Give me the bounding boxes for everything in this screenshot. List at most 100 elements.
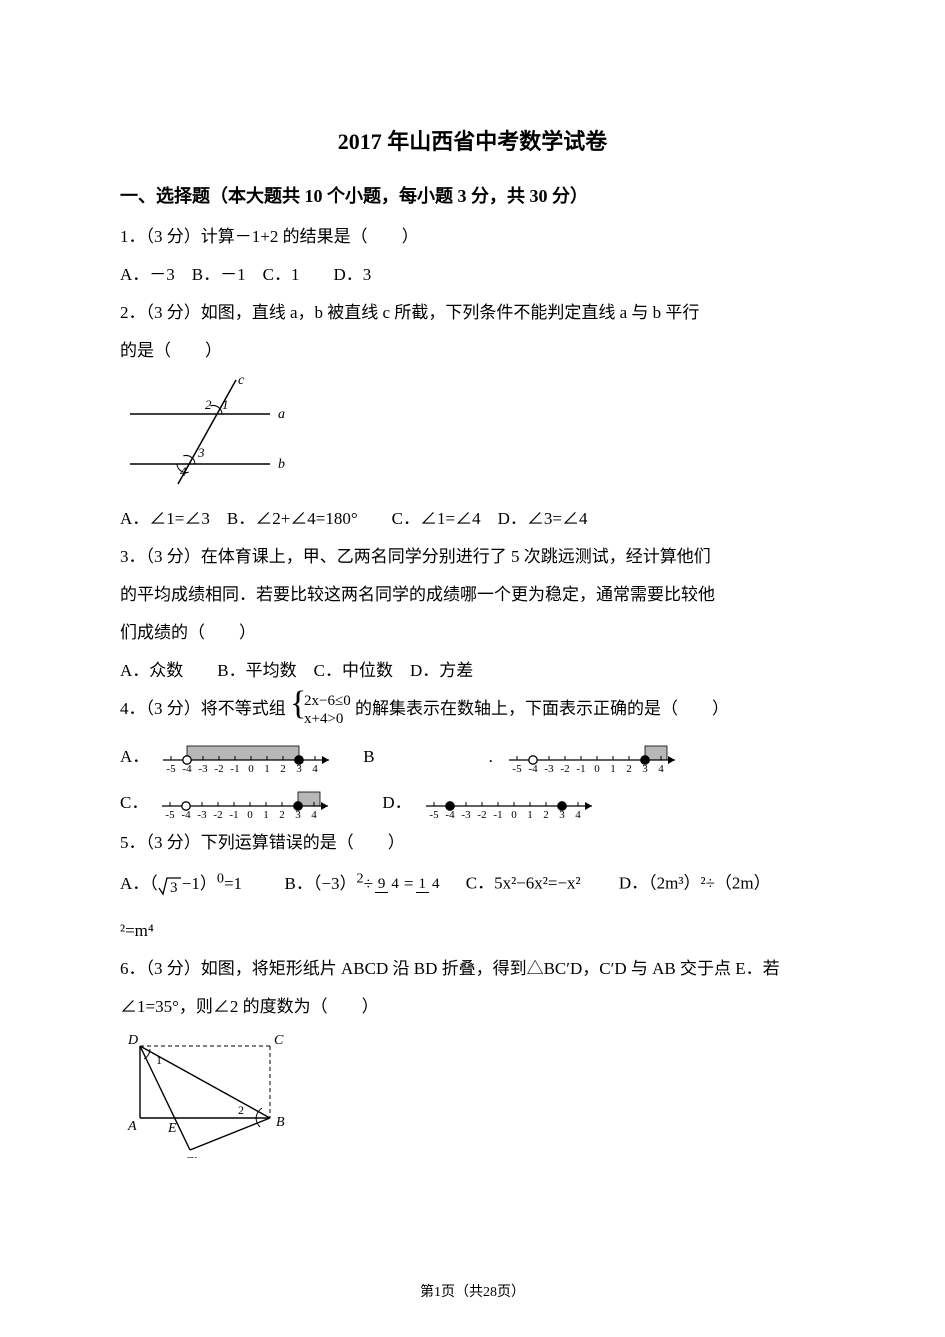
- svg-text:C: C: [274, 1033, 284, 1048]
- q6-line1: 6．（3 分）如图，将矩形纸片 ABCD 沿 BD 折叠，得到△BC′D，C′D…: [120, 952, 825, 986]
- svg-text:4: 4: [658, 763, 664, 774]
- svg-text:4: 4: [313, 763, 319, 774]
- q6-figure: D C A B E C′ 1 2: [120, 1028, 825, 1158]
- q5-A: A．（ 3 −1）0=1: [120, 874, 246, 893]
- q5-B: B．（−3）2÷94=14: [280, 874, 448, 893]
- q5-D: D．（2m³）²÷（2m）: [619, 874, 771, 893]
- q4-pre: 4．（3 分）将不等式组: [120, 699, 286, 718]
- svg-text:-2: -2: [215, 763, 224, 774]
- svg-text:-2: -2: [214, 809, 223, 820]
- svg-text:-5: -5: [512, 763, 522, 774]
- q5-C: C．5x²−6x²=−x²: [466, 874, 581, 893]
- q3-line2: 的平均成绩相同．若要比较这两名同学的成绩哪一个更为稳定，通常需要比较他: [120, 578, 825, 612]
- q2-figure: a b c12 34: [120, 372, 825, 502]
- q5-A-pre: A．（: [120, 874, 158, 893]
- svg-text:c: c: [238, 373, 245, 388]
- q5-B-f1n: 9: [375, 876, 389, 893]
- q4-stem: 4．（3 分）将不等式组 2x−6≤0 x+4>0 的解集表示在数轴上，下面表示…: [120, 692, 825, 728]
- svg-text:1: 1: [222, 397, 229, 412]
- sqrt-icon: 3: [158, 875, 182, 897]
- q5-A-mid: −1）: [182, 874, 217, 893]
- q4-B-numberline: -5-4-3-2-101234: [499, 734, 679, 774]
- svg-text:-1: -1: [231, 763, 240, 774]
- q3-line3: 们成绩的（ ）: [120, 616, 825, 650]
- svg-text:A: A: [127, 1119, 137, 1134]
- svg-text:1: 1: [610, 763, 616, 774]
- svg-text:1: 1: [527, 809, 533, 820]
- q4-B-label: B: [363, 740, 374, 774]
- svg-text:a: a: [278, 407, 285, 422]
- svg-text:2: 2: [238, 1103, 244, 1117]
- q4-C-label: C．: [120, 786, 148, 820]
- q4-sys-bot: x+4>0: [304, 710, 351, 728]
- svg-text:0: 0: [511, 809, 517, 820]
- q4-system: 2x−6≤0 x+4>0: [290, 692, 351, 728]
- q3-options: A．众数 B．平均数 C．中位数 D．方差: [120, 654, 825, 688]
- svg-text:0: 0: [594, 763, 600, 774]
- q4-row-ab: A． -5-4-3-2-101234 B . -5-4-3-2-101234: [120, 734, 825, 774]
- svg-text:-5: -5: [167, 763, 177, 774]
- q6-line2: ∠1=35°，则∠2 的度数为（ ）: [120, 990, 825, 1024]
- q5-stem: 5．（3 分）下列运算错误的是（ ）: [120, 826, 825, 860]
- exam-title: 2017 年山西省中考数学试卷: [120, 120, 825, 164]
- q5-tail: ²=m⁴: [120, 914, 825, 948]
- svg-text:-3: -3: [544, 763, 554, 774]
- svg-text:-1: -1: [493, 809, 502, 820]
- q5-B-f1d: 4: [388, 876, 402, 892]
- svg-text:-3: -3: [199, 763, 209, 774]
- q4-D-label: D．: [382, 786, 411, 820]
- svg-text:-5: -5: [429, 809, 439, 820]
- q4-A-numberline: -5-4-3-2-101234: [153, 734, 333, 774]
- svg-text:B: B: [276, 1115, 285, 1130]
- q2-options: A．∠1=∠3 B．∠2+∠4=180° C．∠1=∠4 D．∠3=∠4: [120, 502, 825, 536]
- svg-text:2: 2: [543, 809, 549, 820]
- svg-text:2: 2: [626, 763, 632, 774]
- svg-text:3: 3: [197, 445, 205, 460]
- q5-A-post: =1: [224, 874, 242, 893]
- q5-options: A．（ 3 −1）0=1 B．（−3）2÷94=14 C．5x²−6x²=−x²…: [120, 864, 825, 902]
- q5-B-f2n: 1: [416, 876, 430, 893]
- q5-B-eq: =: [404, 874, 414, 893]
- q1-stem: 1．（3 分）计算－1+2 的结果是（ ）: [120, 220, 825, 254]
- svg-text:2: 2: [281, 763, 287, 774]
- q2-stem-line1: 2．（3 分）如图，直线 a，b 被直线 c 所截，下列条件不能判定直线 a 与…: [120, 296, 825, 330]
- q5-B-sup: 2: [356, 870, 363, 886]
- svg-text:b: b: [278, 457, 285, 472]
- svg-text:-3: -3: [461, 809, 471, 820]
- svg-text:2: 2: [280, 809, 286, 820]
- svg-text:3: 3: [170, 880, 178, 896]
- svg-text:1: 1: [265, 763, 271, 774]
- q4-A-label: A．: [120, 740, 149, 774]
- section-1-header: 一、选择题（本大题共 10 个小题，每小题 3 分，共 30 分）: [120, 178, 825, 214]
- q3-line1: 3．（3 分）在体育课上，甲、乙两名同学分别进行了 5 次跳远测试，经计算他们: [120, 540, 825, 574]
- svg-text:4: 4: [312, 809, 318, 820]
- svg-text:2: 2: [205, 397, 212, 412]
- svg-text:-2: -2: [477, 809, 486, 820]
- q5-B-mid: ÷: [364, 874, 373, 893]
- svg-text:-1: -1: [230, 809, 239, 820]
- q5-A-sup: 0: [217, 870, 224, 886]
- q4-C-numberline: -5-4-3-2-101234: [152, 780, 332, 820]
- page-footer: 第1页（共28页）: [0, 1279, 945, 1307]
- svg-text:E: E: [167, 1121, 177, 1136]
- q1-options: A．－3 B．－1 C．1 D．3: [120, 258, 825, 292]
- q4-D-numberline: -5-4-3-2-101234: [416, 780, 596, 820]
- svg-text:C′: C′: [184, 1155, 197, 1158]
- svg-text:D: D: [127, 1033, 138, 1048]
- svg-text:4: 4: [180, 464, 187, 479]
- svg-text:-3: -3: [198, 809, 208, 820]
- svg-text:-1: -1: [576, 763, 585, 774]
- q4-sys-top: 2x−6≤0: [304, 692, 351, 710]
- q5-B-pre: B．（−3）: [285, 874, 357, 893]
- svg-text:0: 0: [248, 809, 254, 820]
- svg-text:4: 4: [575, 809, 581, 820]
- svg-text:1: 1: [156, 1053, 162, 1067]
- q5-B-f2d: 4: [429, 876, 443, 892]
- svg-text:1: 1: [264, 809, 270, 820]
- svg-text:0: 0: [249, 763, 255, 774]
- q4-row-cd: C． -5-4-3-2-101234 D． -5-4-3-2-101234: [120, 780, 825, 820]
- svg-text:-5: -5: [166, 809, 176, 820]
- svg-text:-2: -2: [560, 763, 569, 774]
- q2-stem-line2: 的是（ ）: [120, 334, 825, 368]
- q4-post: 的解集表示在数轴上，下面表示正确的是（ ）: [355, 699, 729, 718]
